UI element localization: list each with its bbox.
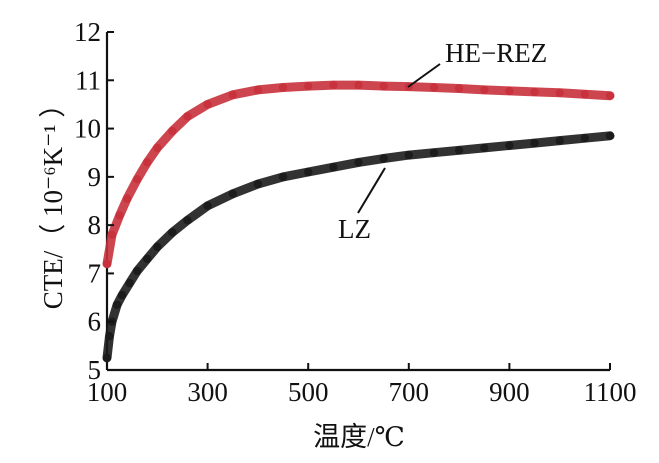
data-point (505, 141, 514, 150)
series-line (102, 131, 615, 363)
data-point (304, 167, 313, 177)
data-point (530, 87, 539, 97)
data-point (105, 332, 114, 341)
data-point (329, 80, 338, 90)
y-tick-label: 9 (88, 162, 102, 192)
data-point (153, 143, 162, 153)
data-point (102, 353, 112, 363)
data-point (505, 86, 514, 96)
data-point (304, 81, 313, 91)
x-tick-label: 500 (288, 377, 329, 407)
data-point (605, 91, 615, 100)
data-point (183, 112, 192, 121)
x-tick-label: 900 (489, 377, 530, 407)
data-point (203, 100, 212, 109)
series-label-leader (357, 167, 386, 214)
data-point (102, 259, 112, 268)
data-point (133, 266, 142, 276)
x-axis-title: 温度/℃ (313, 422, 405, 452)
data-point (143, 158, 152, 167)
data-point (454, 84, 464, 93)
data-point (530, 138, 539, 148)
tick-layer: 100 300 500 700 900 1100 5 6 7 8 9 10 11 12 (74, 17, 637, 407)
data-point (107, 230, 117, 239)
data-point (153, 242, 162, 252)
data-point (228, 189, 237, 198)
y-axis-title: CTE/（ 10⁻⁶K⁻¹ ） (38, 91, 68, 310)
data-point (168, 228, 177, 237)
data-point (122, 194, 132, 203)
series-0 (102, 80, 615, 269)
series-label: LZ (338, 214, 371, 244)
data-point (480, 85, 489, 95)
data-point (605, 131, 615, 140)
data-point (454, 146, 464, 155)
y-tick-label: 6 (88, 307, 102, 337)
data-point (580, 134, 589, 143)
data-point (379, 154, 388, 163)
x-tick-label: 100 (87, 377, 128, 407)
data-point (203, 201, 212, 210)
x-tick-label: 700 (389, 377, 430, 407)
data-point (429, 148, 439, 157)
data-point (117, 291, 127, 300)
data-point (253, 85, 263, 95)
series-1 (102, 131, 615, 363)
data-point (404, 150, 413, 160)
series-label-leader (407, 63, 441, 88)
data-point (112, 300, 122, 309)
data-point (183, 216, 192, 225)
x-tick-label: 1100 (584, 377, 637, 407)
data-point (228, 90, 237, 100)
data-point (354, 158, 363, 167)
y-tick-label: 5 (88, 355, 102, 385)
data-point (379, 81, 388, 91)
data-point (133, 175, 142, 184)
data-point (555, 136, 564, 145)
data-point (143, 254, 152, 264)
y-tick-label: 8 (88, 210, 102, 240)
data-point (555, 88, 564, 98)
plot-frame (105, 32, 610, 372)
data-point (329, 163, 338, 172)
y-tick-label: 11 (75, 65, 101, 95)
y-tick-label: 10 (74, 114, 101, 144)
data-point (354, 80, 363, 90)
annotation-layer: HE−REZ LZ (338, 38, 547, 244)
series-layer (102, 80, 615, 363)
y-tick-label: 12 (74, 17, 101, 47)
data-point (278, 172, 288, 182)
data-point (278, 83, 288, 92)
series-label: HE−REZ (445, 38, 547, 68)
data-point (253, 179, 263, 189)
data-point (125, 278, 134, 288)
x-tick-label: 300 (187, 377, 228, 407)
data-point (580, 90, 589, 99)
data-point (480, 143, 489, 153)
data-point (429, 83, 439, 92)
y-tick-label: 7 (88, 258, 102, 288)
data-point (168, 126, 177, 136)
data-point (115, 211, 124, 220)
